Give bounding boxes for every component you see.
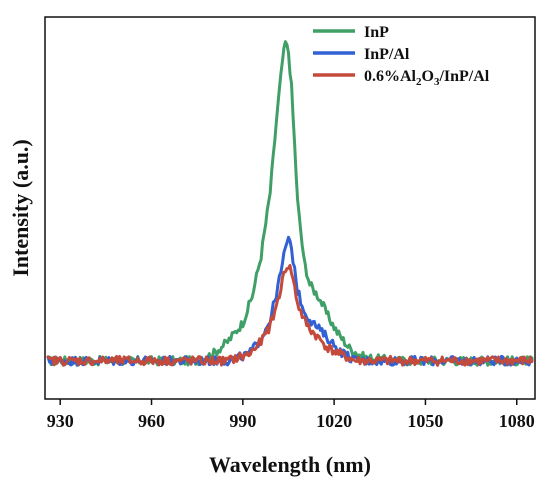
x-tick-label: 1080 (499, 411, 535, 431)
legend: InP InP/Al 0.6%Al2O3/InP/Al (313, 24, 490, 88)
legend-label: 0.6%Al2O3/InP/Al (364, 68, 490, 88)
plot-frame (44, 16, 536, 400)
series-line-3 (46, 264, 534, 367)
legend-label: InP/Al (364, 46, 410, 63)
x-tick-label: 1020 (316, 411, 352, 431)
x-tick-label: 990 (229, 411, 256, 431)
x-tick-label: 1050 (407, 411, 443, 431)
y-axis-title: Intensity (a.u.) (8, 139, 33, 277)
x-axis-title: Wavelength (nm) (209, 452, 371, 477)
series-line-1 (46, 40, 534, 367)
series-line-2 (46, 235, 534, 367)
x-tick-label: 960 (138, 411, 165, 431)
legend-label: InP (364, 24, 389, 41)
x-axis: 930 960 990 1020 1050 1080 (47, 399, 535, 431)
x-tick-label: 930 (47, 411, 74, 431)
data-lines (46, 40, 534, 367)
